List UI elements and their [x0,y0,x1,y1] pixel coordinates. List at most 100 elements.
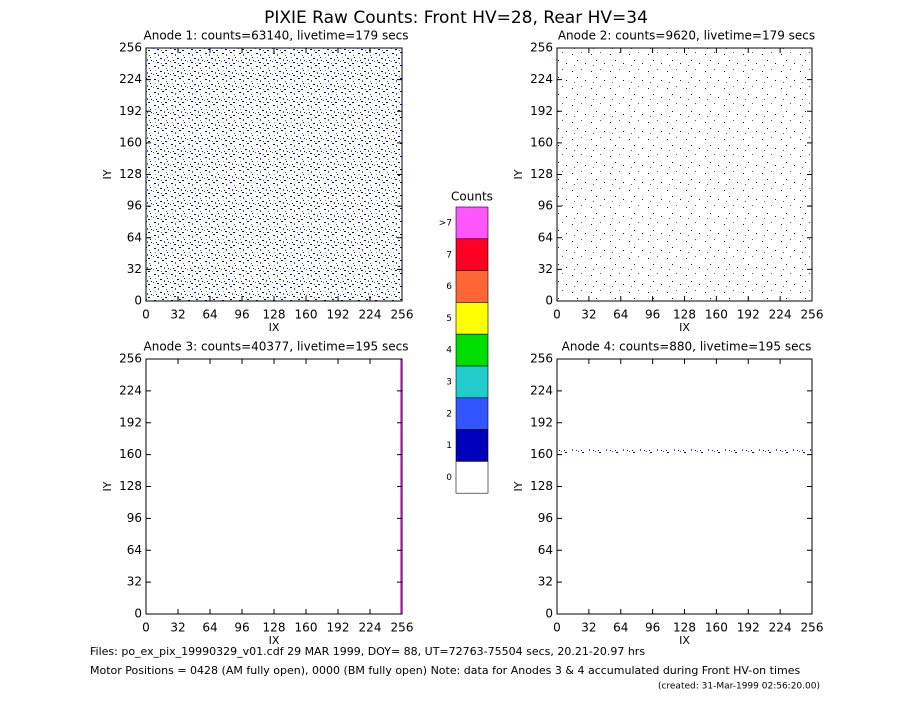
x-tick-label: 224 [359,308,382,322]
footer-created: (created: 31-Mar-1999 02:56:20.00) [658,682,820,692]
colorbar-title: Counts [451,190,493,204]
x-tick-label: 160 [705,621,728,635]
x-tick-label: 32 [581,621,596,635]
x-tick-label: 64 [613,308,628,322]
panels: Anode 1: counts=63140, livetime=179 secs… [101,29,823,648]
colorbar-swatch [455,238,489,271]
colorbar-label: 4 [446,346,452,356]
x-tick-label: 64 [202,308,217,322]
y-tick-label: 256 [119,41,142,55]
y-tick-label: 0 [134,607,142,621]
x-tick-label: 192 [737,308,760,322]
y-tick-label: 192 [530,415,553,429]
x-tick-label: 32 [581,308,596,322]
panel-title: Anode 3: counts=40377, livetime=195 secs [144,340,409,354]
page-title: PIXIE Raw Counts: Front HV=28, Rear HV=3… [264,8,648,28]
image-texture [557,48,812,301]
x-tick-label: 64 [202,621,217,635]
x-tick-label: 96 [234,621,249,635]
x-tick-label: 192 [327,308,350,322]
x-tick-label: 256 [391,621,414,635]
panel-title: Anode 4: counts=880, livetime=195 secs [562,340,812,354]
x-tick-label: 256 [391,308,414,322]
image-texture [557,449,812,453]
x-tick-label: 256 [801,621,824,635]
colorbar-label: 3 [446,378,452,388]
x-tick-label: 128 [263,308,286,322]
y-tick-label: 256 [530,352,553,366]
colorbar-label: >7 [439,219,452,229]
x-axis-label: IX [269,634,280,647]
x-tick-label: 192 [327,621,350,635]
x-tick-label: 0 [553,621,561,635]
x-tick-label: 0 [142,308,150,322]
colorbar-label: 2 [446,409,452,419]
colorbar-swatch [455,461,489,494]
y-tick-label: 256 [530,41,553,55]
x-tick-label: 160 [705,308,728,322]
colorbar-label: 0 [446,473,452,483]
y-tick-label: 256 [119,352,142,366]
colorbar-label: 6 [446,282,452,292]
y-tick-label: 192 [119,104,142,118]
y-tick-label: 32 [127,575,142,589]
y-tick-label: 224 [530,383,553,397]
y-tick-label: 224 [119,72,142,86]
y-tick-label: 160 [119,135,142,149]
colorbar-swatch [455,429,489,462]
y-tick-label: 128 [119,167,142,181]
x-tick-label: 192 [737,621,760,635]
footer-files: Files: po_ex_pix_19990329_v01.cdf 29 MAR… [90,645,645,658]
y-tick-label: 224 [119,383,142,397]
x-tick-label: 96 [645,308,660,322]
y-tick-label: 128 [530,479,553,493]
y-tick-label: 128 [119,479,142,493]
y-axis-label: IY [101,481,114,491]
y-tick-label: 96 [538,199,553,213]
y-tick-label: 32 [538,262,553,276]
y-tick-label: 96 [127,511,142,525]
y-tick-label: 64 [538,230,553,244]
colorbar-swatch [455,302,489,335]
y-tick-label: 192 [119,415,142,429]
colorbar-swatch [455,397,489,430]
image-texture [146,48,402,301]
x-axis-label: IX [679,634,690,647]
x-tick-label: 256 [801,308,824,322]
colorbar-swatch [455,270,489,303]
colorbar-label: 7 [446,250,452,260]
y-tick-label: 64 [127,543,142,557]
y-axis-label: IY [101,169,114,179]
panel-title: Anode 2: counts=9620, livetime=179 secs [558,29,815,43]
x-tick-label: 64 [613,621,628,635]
y-tick-label: 128 [530,167,553,181]
x-tick-label: 0 [142,621,150,635]
x-tick-label: 0 [553,308,561,322]
y-tick-label: 160 [530,135,553,149]
colorbar-swatch [455,333,489,367]
x-tick-label: 32 [170,621,185,635]
y-tick-label: 160 [530,447,553,461]
footer-motor: Motor Positions = 0428 (AM fully open), … [90,664,800,677]
x-tick-label: 32 [170,308,185,322]
y-tick-label: 64 [538,543,553,557]
y-axis-label: IY [512,481,525,491]
x-tick-label: 128 [673,308,696,322]
colorbar-label: 5 [446,314,452,324]
colorbar-swatch [455,206,489,240]
colorbar-label: 1 [446,441,452,451]
y-tick-label: 96 [538,511,553,525]
y-tick-label: 96 [127,199,142,213]
panel-title: Anode 1: counts=63140, livetime=179 secs [144,29,409,43]
x-tick-label: 128 [263,621,286,635]
y-tick-label: 192 [530,104,553,118]
y-axis-label: IY [512,169,525,179]
x-tick-label: 128 [673,621,696,635]
x-tick-label: 224 [769,621,792,635]
x-tick-label: 224 [359,621,382,635]
colorbar-swatch [455,365,489,399]
y-tick-label: 0 [545,607,553,621]
x-tick-label: 160 [295,621,318,635]
y-tick-label: 0 [545,294,553,308]
